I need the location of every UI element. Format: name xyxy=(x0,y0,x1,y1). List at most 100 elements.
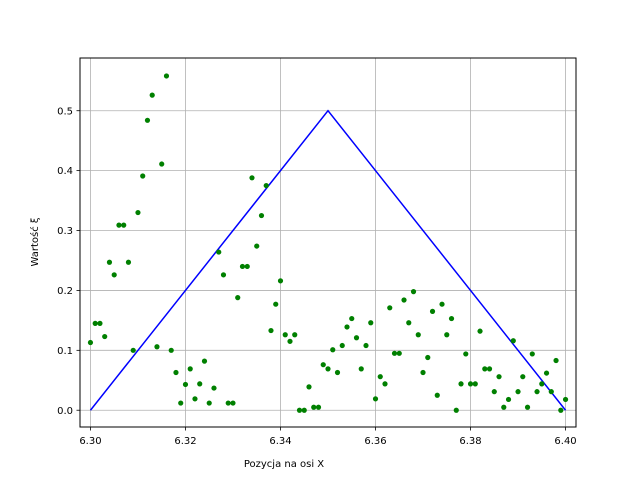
scatter-point xyxy=(154,344,160,350)
scatter-point xyxy=(301,407,307,413)
scatter-point xyxy=(292,332,298,338)
scatter-point xyxy=(315,404,322,410)
scatter-point xyxy=(182,381,189,388)
scatter-point xyxy=(220,272,227,278)
scatter-point xyxy=(448,315,455,322)
scatter-point xyxy=(429,308,436,314)
scatter-point xyxy=(192,396,198,402)
scatter-point xyxy=(510,338,516,344)
scatter-point xyxy=(111,272,117,278)
scatter-point xyxy=(491,389,497,395)
scatter-point xyxy=(197,381,203,387)
scatter-point xyxy=(254,243,260,249)
scatter-point xyxy=(225,400,231,406)
scatter-point xyxy=(463,351,469,357)
triangle-line xyxy=(89,109,567,411)
scatter-point xyxy=(420,369,426,376)
scatter-point xyxy=(159,161,165,167)
y-tick-label: 0.4 xyxy=(57,166,73,177)
scatter-point xyxy=(135,209,141,216)
scatter-point xyxy=(130,347,136,353)
scatter-point xyxy=(263,182,269,189)
y-axis: 0.0 0.1 0.2 0.3 0.4 0.5 xyxy=(57,106,80,417)
scatter-point xyxy=(434,392,440,398)
scatter-point xyxy=(363,342,369,349)
plot-area xyxy=(80,58,576,427)
scatter-point xyxy=(358,366,364,372)
scatter-point xyxy=(410,289,417,295)
scatter-point xyxy=(144,117,151,123)
triangle-line-series xyxy=(89,109,567,411)
scatter-point xyxy=(306,384,312,390)
scatter-point xyxy=(206,400,212,406)
x-tick-label: 6.34 xyxy=(269,436,291,447)
scatter-point xyxy=(372,396,379,402)
scatter-point xyxy=(539,381,545,387)
scatter-point xyxy=(453,407,459,413)
scatter-point xyxy=(282,332,288,338)
y-tick-label: 0.5 xyxy=(57,106,73,117)
scatter-point xyxy=(444,332,450,338)
scatter-point xyxy=(543,370,550,376)
scatter-point xyxy=(562,396,569,403)
scatter-point xyxy=(325,366,331,372)
scatter-point xyxy=(553,357,559,364)
scatter-point xyxy=(178,400,184,406)
scatter-point xyxy=(296,407,303,413)
scatter-point xyxy=(230,400,236,406)
scatter-point xyxy=(472,381,478,387)
scatter-point xyxy=(467,381,474,387)
scatter-point xyxy=(287,338,293,344)
scatter-point xyxy=(558,407,564,413)
y-tick-label: 0.0 xyxy=(57,406,73,417)
scatter-point xyxy=(106,259,113,265)
scatter-point xyxy=(349,315,355,322)
scatter-point xyxy=(406,320,412,326)
scatter-point xyxy=(163,73,170,79)
plot-frame xyxy=(79,57,577,428)
y-tick-label: 0.3 xyxy=(57,226,73,237)
scatter-point xyxy=(387,305,393,311)
scatter-point xyxy=(529,351,535,357)
x-tick-label: 6.30 xyxy=(79,436,101,447)
scatter-point xyxy=(391,350,398,356)
x-axis: 6.30 6.32 6.34 6.36 6.38 6.40 xyxy=(79,427,577,447)
scatter-point xyxy=(425,354,431,361)
scatter-point xyxy=(121,222,127,228)
scatter-point xyxy=(149,92,155,98)
grid xyxy=(80,58,576,427)
scatter-point xyxy=(187,366,193,372)
scatter-point xyxy=(125,259,132,265)
scatter-point xyxy=(496,374,502,380)
scatter-point xyxy=(382,381,388,387)
scatter-point xyxy=(368,320,374,326)
scatter-point xyxy=(273,301,279,307)
scatter-point xyxy=(486,366,493,372)
scatter-point xyxy=(140,173,146,179)
scatter-point xyxy=(168,347,174,353)
scatter-point xyxy=(97,320,103,326)
scatter-point xyxy=(515,389,521,395)
scatter-point xyxy=(339,342,345,349)
scatter-point xyxy=(239,263,246,270)
scatter-point xyxy=(344,324,350,330)
x-tick-label: 6.40 xyxy=(554,436,576,447)
scatter-point xyxy=(524,404,531,410)
x-axis-label: Pozycja na osi X xyxy=(244,459,324,470)
scatter-point xyxy=(353,335,360,341)
scatter-point xyxy=(116,222,122,228)
scatter-point xyxy=(415,332,421,338)
scatter-point xyxy=(87,339,94,346)
scatter-point xyxy=(548,389,554,395)
y-tick-label: 0.2 xyxy=(57,286,73,297)
scatter-point xyxy=(311,404,317,410)
scatter-point xyxy=(201,358,208,364)
scatter-point xyxy=(216,249,222,255)
x-tick-label: 6.36 xyxy=(364,436,386,447)
scatter-point xyxy=(268,327,274,334)
scatter-point xyxy=(477,328,483,334)
scatter-point xyxy=(173,369,179,376)
y-tick-label: 0.1 xyxy=(57,346,73,357)
scatter-point xyxy=(505,396,512,403)
